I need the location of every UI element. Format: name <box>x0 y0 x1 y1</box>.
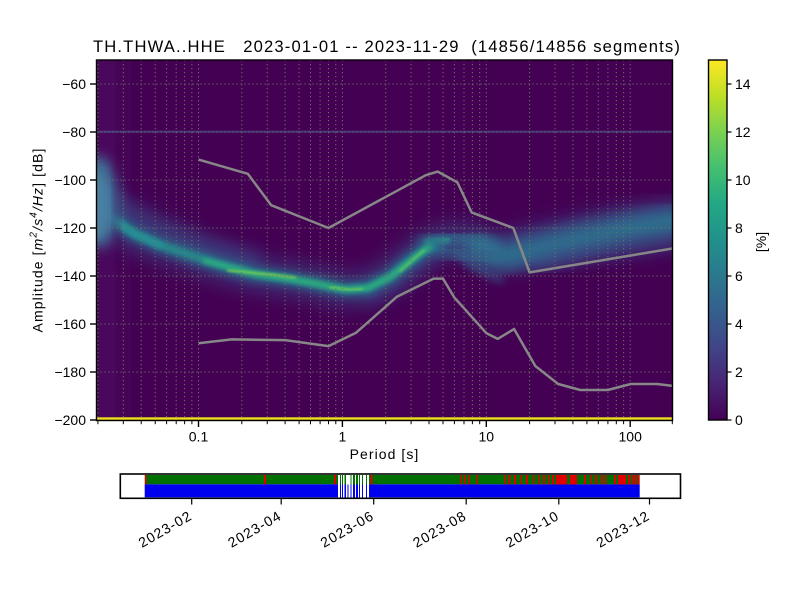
svg-text:−180: −180 <box>54 364 86 380</box>
svg-text:2023-08: 2023-08 <box>410 507 469 550</box>
svg-text:2023-04: 2023-04 <box>225 507 284 550</box>
svg-text:10: 10 <box>479 429 495 445</box>
svg-text:−160: −160 <box>54 316 86 332</box>
svg-text:100: 100 <box>619 429 643 445</box>
svg-text:Period [s]: Period [s] <box>350 446 420 462</box>
svg-text:−100: −100 <box>54 172 86 188</box>
svg-text:14: 14 <box>735 76 751 92</box>
svg-text:−80: −80 <box>62 124 86 140</box>
svg-text:−200: −200 <box>54 412 86 428</box>
svg-text:−120: −120 <box>54 220 86 236</box>
svg-text:Amplitude [m2/s4/Hz] [dB]: Amplitude [m2/s4/Hz] [dB] <box>29 148 46 333</box>
svg-text:2023-06: 2023-06 <box>318 507 377 550</box>
svg-text:2023-12: 2023-12 <box>593 507 652 550</box>
svg-text:4: 4 <box>735 316 743 332</box>
svg-text:8: 8 <box>735 220 743 236</box>
svg-text:12: 12 <box>735 124 751 140</box>
svg-text:10: 10 <box>735 172 751 188</box>
svg-text:6: 6 <box>735 268 743 284</box>
svg-text:1: 1 <box>339 429 347 445</box>
svg-text:TH.THWA..HHE 2023-01-01 -- 2: TH.THWA..HHE 2023-01-01 -- 2023-11-29 (1… <box>93 37 681 56</box>
svg-text:−60: −60 <box>62 76 86 92</box>
svg-text:−140: −140 <box>54 268 86 284</box>
svg-text:0.1: 0.1 <box>189 429 209 445</box>
svg-text:2023-10: 2023-10 <box>503 507 562 550</box>
svg-text:2023-02: 2023-02 <box>136 507 195 550</box>
svg-text:[%]: [%] <box>753 232 769 252</box>
svg-text:2: 2 <box>735 364 743 380</box>
svg-text:0: 0 <box>735 412 743 428</box>
